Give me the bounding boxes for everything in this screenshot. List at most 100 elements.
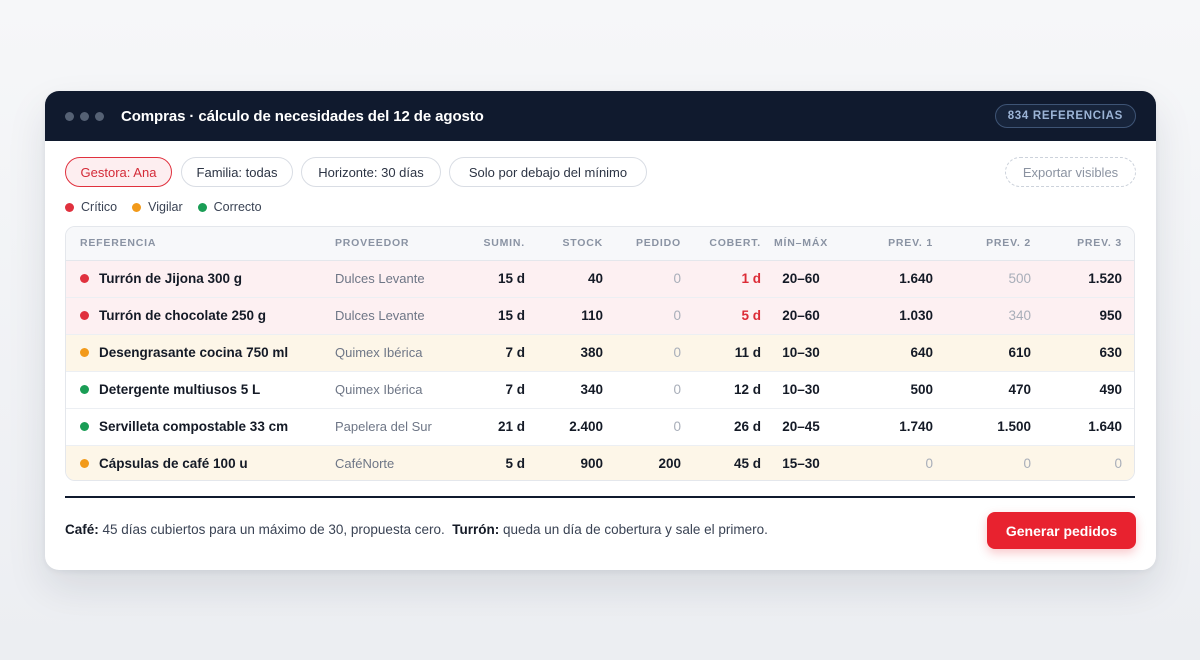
supply-time-cell: 7 d (449, 333, 525, 371)
supplier-cell: Quimex Ibérica (335, 370, 449, 408)
generate-orders-button[interactable]: Generar pedidos (987, 512, 1136, 549)
legend-item-critical: Crítico (65, 200, 117, 214)
legend-item-ok: Correcto (197, 200, 262, 214)
order-cell: 0 (603, 407, 681, 445)
stock-cell: 900 (525, 444, 603, 480)
supplier-cell: Quimex Ibérica (335, 333, 449, 371)
footer-summary: Café: 45 días cubiertos para un máximo d… (65, 522, 768, 537)
legend-label: Correcto (213, 200, 262, 214)
column-header-pedido[interactable]: PEDIDO (603, 227, 681, 261)
footer-divider (65, 496, 1135, 498)
turron-label: Turrón: (452, 522, 500, 537)
reference-name: Servilleta compostable 33 cm (99, 419, 289, 434)
table-row[interactable]: Desengrasante cocina 750 ml Quimex Ibéri… (66, 333, 1134, 371)
ok-status-icon (80, 385, 89, 394)
reference-name: Turrón de Jijona 300 g (99, 271, 243, 286)
forecast1-cell: 1.740 (841, 407, 933, 445)
coverage-cell: 11 d (681, 333, 761, 371)
column-header-referencia[interactable]: REFERENCIA (66, 227, 335, 261)
filter-chip-gestora[interactable]: Gestora: Ana (65, 157, 172, 187)
reference-cell: Cápsulas de café 100 u (66, 444, 335, 480)
forecast2-cell: 610 (933, 333, 1031, 371)
reference-cell: Detergente multiusos 5 L (66, 370, 335, 408)
table-row[interactable]: Turrón de Jijona 300 g Dulces Levante 15… (66, 260, 1134, 297)
column-header-prev3[interactable]: PREV. 3 (1031, 227, 1134, 261)
column-header-prev1[interactable]: PREV. 1 (841, 227, 933, 261)
coverage-cell: 26 d (681, 407, 761, 445)
critical-status-icon (80, 311, 89, 320)
supply-time-cell: 7 d (449, 370, 525, 408)
reference-name: Detergente multiusos 5 L (99, 382, 261, 397)
stock-cell: 380 (525, 333, 603, 371)
stock-cell: 2.400 (525, 407, 603, 445)
forecast3-cell: 950 (1031, 296, 1134, 334)
min-max-cell: 10–30 (761, 333, 841, 371)
min-max-cell: 20–60 (761, 296, 841, 334)
reference-cell: Turrón de chocolate 250 g (66, 296, 335, 334)
critical-dot-icon (65, 202, 74, 212)
filter-chip-horizonte[interactable]: Horizonte: 30 días (301, 157, 441, 187)
column-header-proveedor[interactable]: PROVEEDOR (335, 227, 449, 261)
window-dot-icon[interactable] (80, 111, 89, 121)
supplier-cell: Dulces Levante (335, 271, 425, 286)
status-legend: Crítico Vigilar Correcto (65, 199, 277, 215)
reference-cell: Servilleta compostable 33 cm (66, 407, 335, 445)
column-header-cobert[interactable]: COBERT. (681, 227, 761, 261)
forecast3-cell: 0 (1031, 444, 1134, 480)
reference-cell: Turrón de Jijona 300 g (66, 260, 335, 297)
supply-time-cell: 5 d (449, 444, 525, 480)
window-dot-icon[interactable] (95, 111, 104, 121)
min-max-cell: 15–30 (761, 444, 841, 480)
min-max-cell: 20–45 (761, 407, 841, 445)
filter-chip-familia[interactable]: Familia: todas (181, 157, 293, 187)
critical-status-icon (80, 274, 89, 283)
table-row[interactable]: Servilleta compostable 33 cm Papelera de… (66, 407, 1134, 445)
table-row[interactable]: Detergente multiusos 5 L Quimex Ibérica … (66, 370, 1134, 408)
reference-name: Desengrasante cocina 750 ml (99, 345, 289, 360)
legend-label: Vigilar (148, 200, 183, 214)
forecast2-cell: 340 (933, 296, 1031, 334)
table-row[interactable]: Turrón de chocolate 250 g Dulces Levante… (66, 296, 1134, 334)
min-max-cell: 20–60 (782, 271, 820, 286)
coverage-cell: 1 d (741, 271, 761, 286)
column-header-prev2[interactable]: PREV. 2 (933, 227, 1031, 261)
order-cell: 0 (603, 296, 681, 334)
export-visible-button[interactable]: Exportar visibles (1005, 157, 1136, 187)
coverage-cell: 45 d (681, 444, 761, 480)
filter-bar: Gestora: Ana Familia: todas Horizonte: 3… (65, 157, 1136, 187)
references-count-badge: 834 REFERENCIAS (994, 104, 1136, 128)
reference-cell: Desengrasante cocina 750 ml (66, 333, 335, 371)
supplier-cell: CaféNorte (335, 444, 449, 480)
forecast3-cell: 490 (1031, 370, 1134, 408)
forecast1-cell: 1.640 (899, 271, 933, 286)
reference-name: Cápsulas de café 100 u (99, 456, 248, 472)
app-window: Compras · cálculo de necesidades del 12 … (45, 91, 1156, 570)
supply-time-cell: 15 d (497, 271, 525, 286)
stock-cell: 110 (525, 296, 603, 334)
column-header-min-max[interactable]: MÍN–MÁX (761, 227, 841, 261)
forecast3-cell: 1.640 (1031, 407, 1134, 445)
cafe-label: Café: (65, 522, 99, 537)
stock-cell: 40 (587, 271, 603, 286)
forecast1-cell: 1.030 (841, 296, 933, 334)
coverage-cell: 12 d (681, 370, 761, 408)
order-cell: 200 (603, 444, 681, 480)
window-controls (65, 111, 104, 121)
order-cell: 0 (673, 271, 681, 286)
cafe-text: 45 días cubiertos para un máximo de 30, … (98, 522, 445, 537)
coverage-cell: 5 d (681, 296, 761, 334)
forecast2-cell: 500 (1008, 271, 1031, 286)
ok-status-icon (80, 422, 89, 431)
table-row[interactable]: Cápsulas de café 100 u CaféNorte 5 d 900… (66, 444, 1134, 480)
forecast2-cell: 0 (933, 444, 1031, 480)
window-dot-icon[interactable] (65, 111, 74, 121)
title-bar: Compras · cálculo de necesidades del 12 … (45, 91, 1156, 141)
legend-item-watch: Vigilar (132, 200, 183, 214)
forecast3-cell: 1.520 (1088, 271, 1122, 286)
legend-label: Crítico (81, 200, 118, 214)
column-header-stock[interactable]: STOCK (525, 227, 603, 261)
needs-table: REFERENCIA PROVEEDOR SUMIN. STOCK PEDIDO… (65, 226, 1135, 481)
column-header-sumin[interactable]: SUMIN. (449, 227, 525, 261)
filter-chip-below-minimum[interactable]: Solo por debajo del mínimo (449, 157, 647, 187)
turron-text: queda un día de cobertura y sale el prim… (499, 522, 768, 537)
